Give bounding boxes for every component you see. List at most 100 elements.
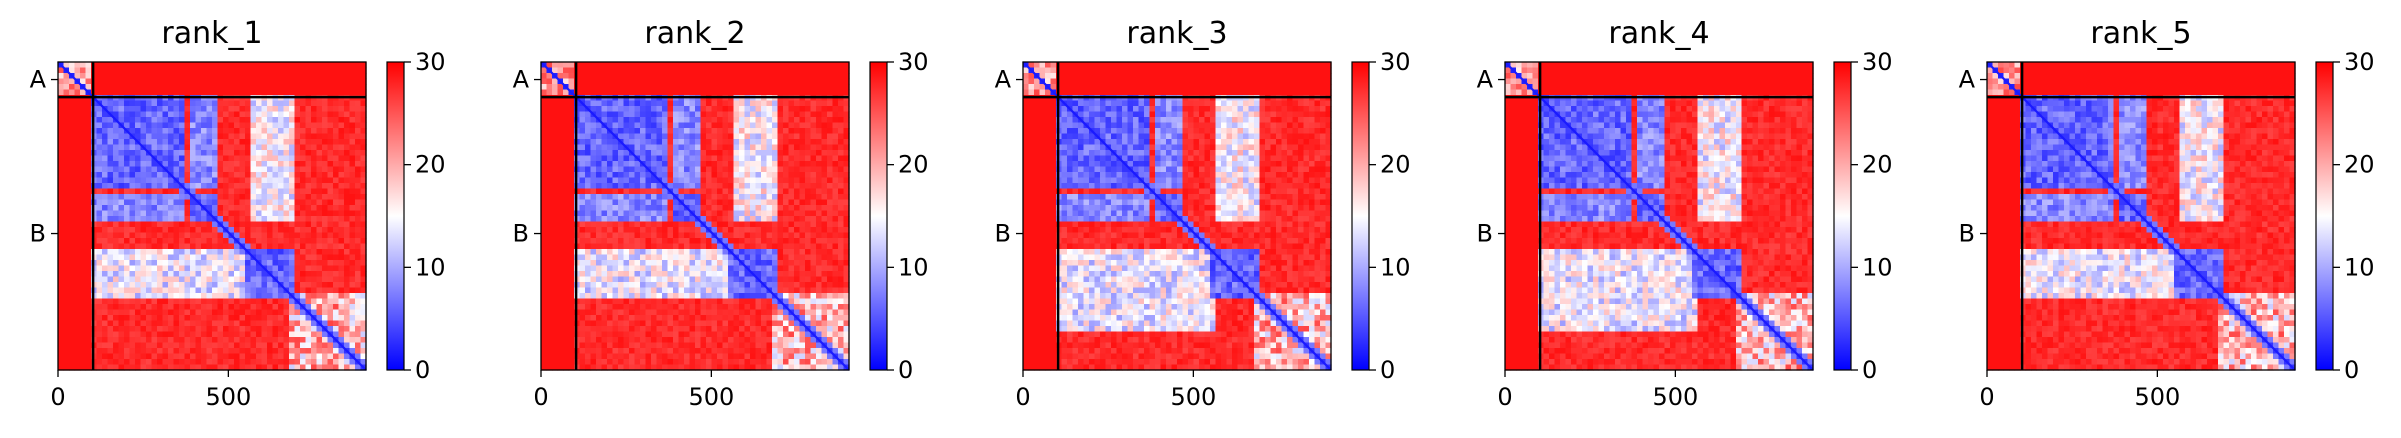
heatmap-cell bbox=[179, 364, 186, 371]
heatmap-cell bbox=[107, 183, 114, 190]
heatmap-cell bbox=[777, 205, 784, 212]
heatmap-cell bbox=[69, 78, 76, 85]
heatmap-cell bbox=[662, 89, 669, 96]
heatmap-cell bbox=[618, 194, 625, 201]
heatmap-cell bbox=[96, 271, 103, 278]
heatmap-cell bbox=[85, 172, 92, 179]
heatmap-cell bbox=[124, 155, 131, 162]
heatmap-cell bbox=[146, 133, 153, 140]
heatmap-cell bbox=[223, 254, 230, 261]
heatmap-cell bbox=[766, 188, 773, 195]
heatmap-cell bbox=[140, 100, 147, 107]
heatmap-cell bbox=[733, 166, 740, 173]
heatmap-cell bbox=[316, 353, 323, 360]
heatmap-cell bbox=[618, 100, 625, 107]
heatmap-cell bbox=[552, 210, 559, 217]
heatmap-cell bbox=[656, 155, 663, 162]
heatmap-cell bbox=[140, 139, 147, 146]
heatmap-cell bbox=[223, 232, 230, 239]
heatmap-cell bbox=[228, 309, 235, 316]
heatmap-cell bbox=[140, 342, 147, 349]
heatmap-cell bbox=[63, 89, 70, 96]
heatmap-cell bbox=[140, 67, 147, 74]
heatmap-cell bbox=[563, 111, 570, 118]
heatmap-cell bbox=[755, 150, 762, 157]
heatmap-cell bbox=[223, 111, 230, 118]
heatmap-cell bbox=[256, 62, 263, 69]
heatmap-cell bbox=[146, 304, 153, 311]
heatmap-cell bbox=[63, 221, 70, 228]
heatmap-cell bbox=[634, 205, 641, 212]
heatmap-cell bbox=[344, 89, 351, 96]
heatmap-cell bbox=[140, 298, 147, 305]
heatmap-cell bbox=[843, 155, 850, 162]
heatmap-cell bbox=[135, 144, 142, 151]
heatmap-cell bbox=[228, 348, 235, 355]
heatmap-cell bbox=[173, 282, 180, 289]
heatmap-cell bbox=[322, 359, 329, 366]
heatmap-cell bbox=[184, 73, 191, 80]
heatmap-cell bbox=[355, 183, 362, 190]
heatmap-cell bbox=[717, 78, 724, 85]
heatmap-cell bbox=[261, 117, 268, 124]
heatmap-cell bbox=[212, 243, 219, 250]
heatmap-cell bbox=[74, 106, 81, 113]
heatmap-cell bbox=[140, 359, 147, 366]
heatmap-cell bbox=[805, 227, 812, 234]
heatmap-cell bbox=[783, 194, 790, 201]
heatmap-cell bbox=[74, 249, 81, 256]
heatmap-cell bbox=[700, 128, 707, 135]
heatmap-cell bbox=[135, 227, 142, 234]
heatmap-cell bbox=[629, 78, 636, 85]
heatmap-cell bbox=[612, 155, 619, 162]
heatmap-cell bbox=[107, 227, 114, 234]
heatmap-cell bbox=[113, 309, 120, 316]
heatmap-cell bbox=[634, 62, 641, 69]
heatmap-cell bbox=[173, 144, 180, 151]
heatmap-cell bbox=[239, 106, 246, 113]
heatmap-cell bbox=[173, 62, 180, 69]
heatmap-cell bbox=[201, 232, 208, 239]
heatmap-cell bbox=[184, 139, 191, 146]
heatmap-cell bbox=[63, 117, 70, 124]
heatmap-cell bbox=[651, 210, 658, 217]
heatmap-cell bbox=[772, 122, 779, 129]
heatmap-cell bbox=[135, 89, 142, 96]
heatmap-cell bbox=[85, 359, 92, 366]
heatmap-cell bbox=[678, 117, 685, 124]
heatmap-cell bbox=[294, 227, 301, 234]
heatmap-cell bbox=[135, 282, 142, 289]
heatmap-cell bbox=[58, 84, 65, 91]
heatmap-cell bbox=[360, 342, 367, 349]
heatmap-cell bbox=[283, 348, 290, 355]
heatmap-cell bbox=[228, 210, 235, 217]
heatmap-cell bbox=[799, 199, 806, 206]
heatmap-cell bbox=[552, 117, 559, 124]
heatmap-cell bbox=[305, 177, 312, 184]
heatmap-cell bbox=[289, 144, 296, 151]
heatmap-cell bbox=[827, 199, 834, 206]
heatmap-cell bbox=[799, 232, 806, 239]
heatmap-cell bbox=[827, 111, 834, 118]
heatmap-cell bbox=[634, 166, 641, 173]
heatmap-cell bbox=[195, 155, 202, 162]
heatmap-cell bbox=[107, 265, 114, 272]
heatmap-cell bbox=[190, 227, 197, 234]
heatmap-cell bbox=[146, 232, 153, 239]
heatmap-cell bbox=[349, 364, 356, 371]
heatmap-cell bbox=[843, 227, 850, 234]
heatmap-cell bbox=[85, 78, 92, 85]
heatmap-cell bbox=[250, 89, 257, 96]
heatmap-cell bbox=[113, 216, 120, 223]
heatmap-cell bbox=[706, 100, 713, 107]
heatmap-cell bbox=[173, 128, 180, 135]
heatmap-cell bbox=[261, 337, 268, 344]
heatmap-cell bbox=[294, 155, 301, 162]
heatmap-cell bbox=[695, 177, 702, 184]
heatmap-cell bbox=[58, 320, 65, 327]
heatmap-cell bbox=[322, 199, 329, 206]
heatmap-cell bbox=[322, 287, 329, 294]
heatmap-cell bbox=[173, 238, 180, 245]
heatmap-cell bbox=[113, 293, 120, 300]
heatmap-cell bbox=[552, 106, 559, 113]
